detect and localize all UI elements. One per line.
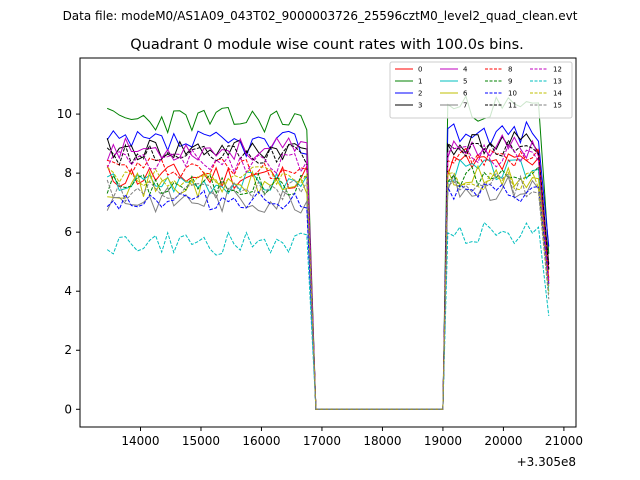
series-line-4 bbox=[106, 133, 550, 410]
y-tick-label: 2 bbox=[64, 343, 72, 357]
chart-title: Quadrant 0 module wise count rates with … bbox=[130, 37, 524, 53]
x-tick-label: 15000 bbox=[182, 434, 220, 448]
legend-frame bbox=[389, 61, 573, 119]
legend-label-9: 9 bbox=[508, 78, 512, 86]
legend-label-5: 5 bbox=[463, 78, 467, 86]
legend-label-4: 4 bbox=[463, 66, 468, 74]
x-axis-ticks: 14000 15000 16000 17000 18000 19000 20000 21000 bbox=[121, 427, 583, 448]
series-line-0 bbox=[106, 153, 550, 410]
x-tick-label: 17000 bbox=[303, 434, 341, 448]
legend-label-6: 6 bbox=[463, 90, 468, 98]
legend-label-3: 3 bbox=[418, 102, 422, 110]
legend-label-0: 0 bbox=[418, 66, 422, 74]
plot-area bbox=[79, 57, 577, 428]
x-tick-label: 14000 bbox=[121, 434, 159, 448]
y-axis-ticks: 0 2 4 6 8 10 bbox=[57, 107, 80, 416]
x-tick-label: 21000 bbox=[545, 434, 583, 448]
series-line-8 bbox=[107, 147, 550, 410]
legend-label-8: 8 bbox=[508, 66, 512, 74]
x-tick-label: 16000 bbox=[242, 434, 280, 448]
legend-label-14: 14 bbox=[553, 90, 562, 98]
axes-frame bbox=[79, 57, 577, 428]
y-tick-label: 8 bbox=[64, 166, 72, 180]
legend-label-13: 13 bbox=[553, 78, 562, 86]
y-tick-label: 0 bbox=[64, 402, 72, 416]
legend-label-1: 1 bbox=[418, 78, 422, 86]
series-line-12 bbox=[106, 143, 550, 410]
series-lines bbox=[106, 94, 550, 410]
series-line-14 bbox=[106, 166, 550, 410]
series-line-11 bbox=[106, 139, 550, 410]
series-line-2 bbox=[106, 120, 550, 410]
legend-label-12: 12 bbox=[553, 66, 562, 74]
series-line-13 bbox=[106, 221, 550, 410]
y-tick-label: 10 bbox=[57, 107, 72, 121]
legend-label-7: 7 bbox=[463, 102, 467, 110]
x-axis-offset-label: +3.305e8 bbox=[517, 455, 576, 469]
series-line-3 bbox=[106, 130, 550, 410]
x-tick-label: 18000 bbox=[363, 434, 401, 448]
series-line-7 bbox=[106, 173, 550, 410]
series-line-5 bbox=[106, 159, 550, 410]
figure-suptitle: Data file: modeM0/AS1A09_043T02_90000037… bbox=[63, 9, 578, 23]
legend-label-10: 10 bbox=[508, 90, 517, 98]
x-tick-label: 20000 bbox=[484, 434, 522, 448]
legend-label-15: 15 bbox=[553, 102, 562, 110]
legend-label-2: 2 bbox=[418, 90, 422, 98]
legend-label-11: 11 bbox=[508, 102, 517, 110]
x-tick-label: 19000 bbox=[424, 434, 462, 448]
series-line-15 bbox=[106, 172, 550, 410]
series-line-10 bbox=[106, 183, 550, 410]
y-tick-label: 4 bbox=[64, 284, 72, 298]
series-line-6 bbox=[107, 164, 550, 410]
series-line-9 bbox=[106, 165, 550, 410]
y-tick-label: 6 bbox=[64, 225, 72, 239]
